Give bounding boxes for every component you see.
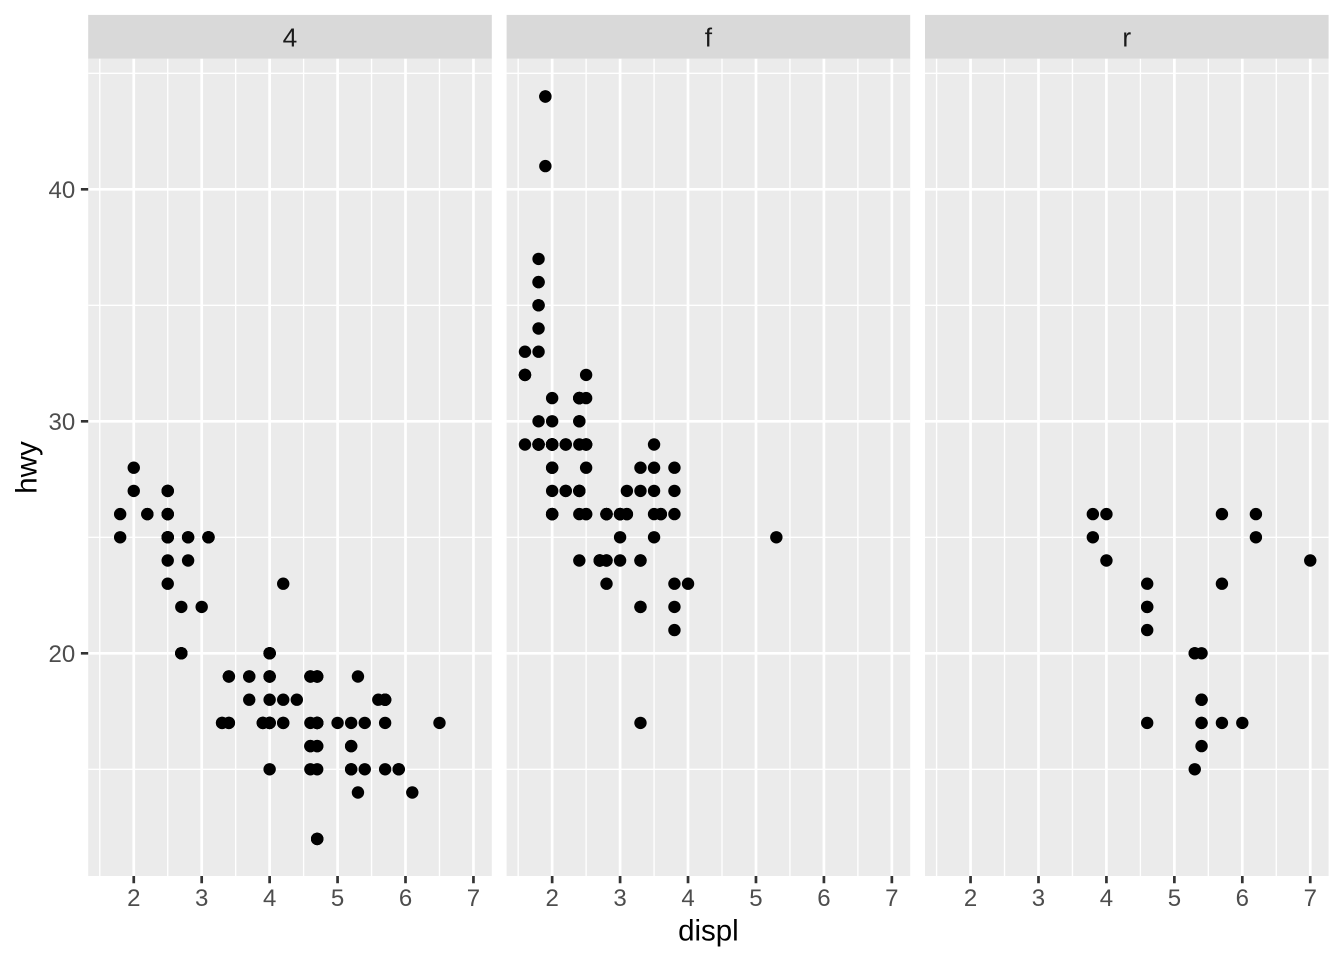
svg-text:7: 7: [885, 885, 898, 912]
svg-text:2: 2: [127, 885, 140, 912]
svg-text:4: 4: [283, 23, 298, 53]
svg-text:5: 5: [749, 885, 762, 912]
svg-text:30: 30: [48, 409, 75, 436]
svg-text:6: 6: [1236, 885, 1249, 912]
svg-text:displ: displ: [678, 915, 739, 948]
svg-text:2: 2: [964, 885, 977, 912]
svg-text:20: 20: [48, 641, 75, 668]
svg-text:6: 6: [399, 885, 412, 912]
svg-text:7: 7: [1304, 885, 1317, 912]
svg-text:5: 5: [331, 885, 344, 912]
svg-text:5: 5: [1168, 885, 1181, 912]
svg-text:hwy: hwy: [11, 441, 44, 494]
svg-text:4: 4: [681, 885, 694, 912]
svg-text:3: 3: [613, 885, 626, 912]
svg-text:40: 40: [48, 177, 75, 204]
svg-text:7: 7: [467, 885, 480, 912]
svg-text:3: 3: [1032, 885, 1045, 912]
svg-text:f: f: [705, 23, 713, 53]
svg-text:3: 3: [195, 885, 208, 912]
svg-text:4: 4: [263, 885, 276, 912]
svg-text:r: r: [1122, 23, 1131, 53]
svg-text:6: 6: [817, 885, 830, 912]
svg-text:4: 4: [1100, 885, 1113, 912]
svg-text:2: 2: [545, 885, 558, 912]
